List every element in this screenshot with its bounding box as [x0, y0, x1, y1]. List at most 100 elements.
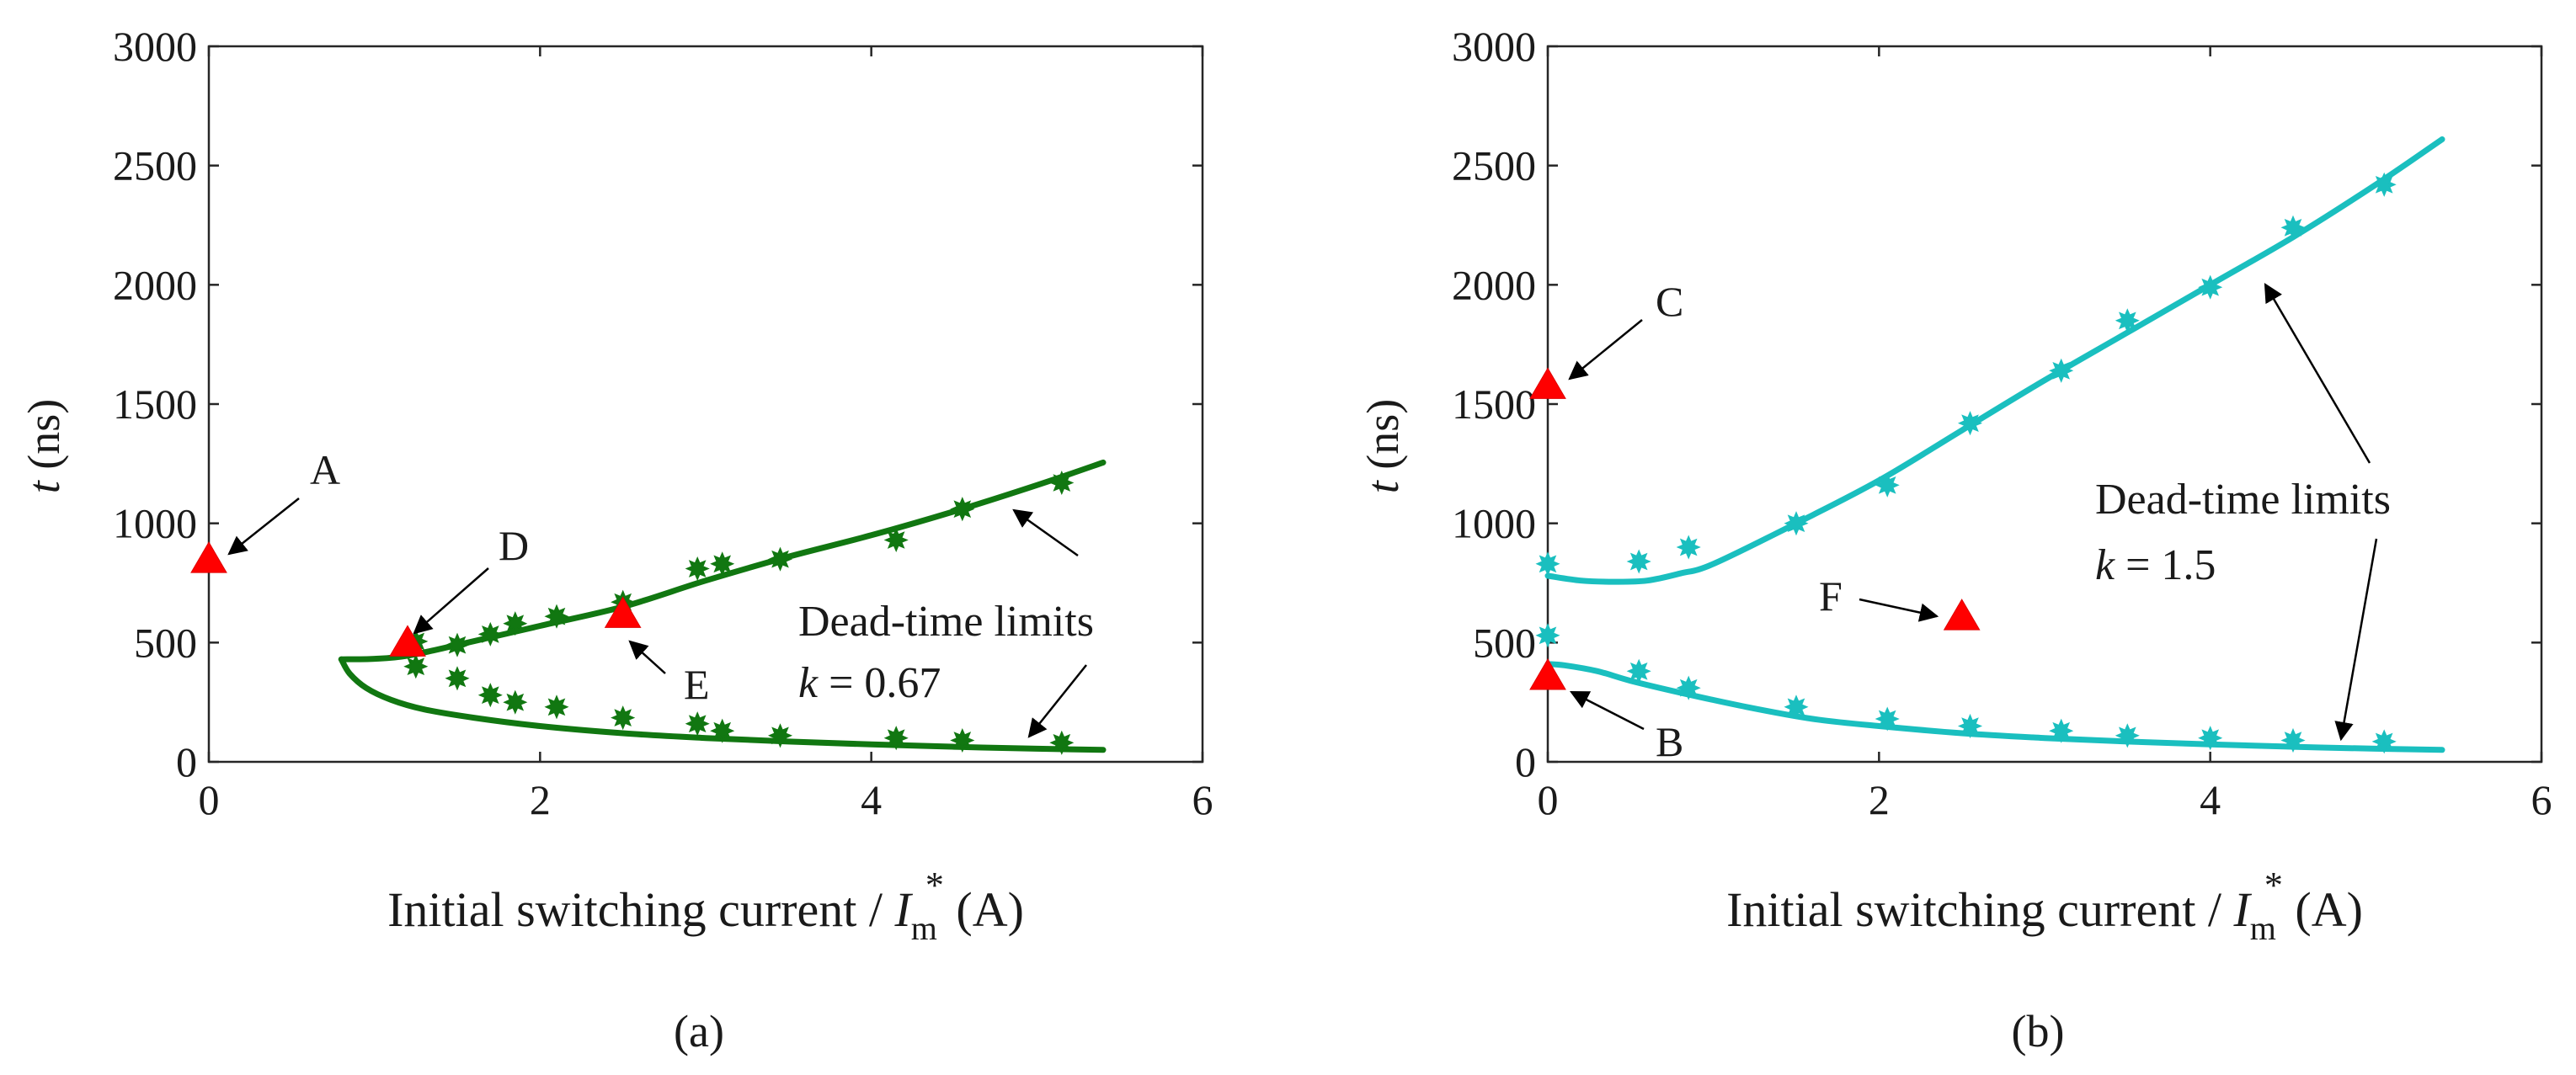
caption-a: (a) — [674, 1006, 724, 1056]
x-tick-label-a: 2 — [530, 776, 551, 823]
data-point-b-3 — [2049, 718, 2074, 743]
data-point-b-3 — [2371, 729, 2397, 754]
data-point-b-2 — [2371, 172, 2397, 197]
caption-b: (b) — [2012, 1006, 2065, 1056]
data-point-a-3 — [883, 726, 909, 751]
data-point-a-3 — [445, 666, 470, 691]
x-axis-label-b-sup: * — [2264, 865, 2283, 906]
data-point-a-2 — [883, 527, 909, 553]
x-tick-label-a: 4 — [861, 776, 882, 823]
data-point-b-2 — [1535, 551, 1560, 577]
data-point-a-3 — [503, 689, 528, 715]
plot-area-a — [207, 45, 1204, 764]
x-tick-label-a: 0 — [199, 776, 220, 823]
marker-triangle-E — [604, 596, 642, 628]
marker-label-F: F — [1819, 572, 1843, 620]
data-point-a-3 — [544, 694, 569, 720]
marker-label-A: A — [310, 446, 340, 493]
x-axis-label-a-unit: (A) — [944, 882, 1024, 937]
data-point-b-2 — [1784, 511, 1809, 536]
x-ticks-a: 0 2 4 6 — [199, 46, 1213, 823]
y-tick-label-b: 2000 — [1452, 261, 1536, 308]
x-axis-label-b-var: I — [2232, 882, 2252, 937]
data-point-b-3 — [1784, 694, 1809, 720]
x-tick-label-a: 6 — [1192, 776, 1213, 823]
x-axis-label-b-unit: (A) — [2283, 882, 2363, 937]
data-point-a-3 — [685, 711, 710, 737]
annotation-a-k: k = 0.67 — [798, 659, 941, 707]
data-point-a-3 — [950, 727, 975, 753]
y-tick-label-a: 2500 — [113, 142, 197, 189]
arrow-dtl-a-lower — [1027, 664, 1087, 738]
y-axis-label-a-unit: (ns) — [19, 399, 69, 481]
x-tick-label-b: 6 — [2531, 776, 2552, 823]
y-tick-label-b: 1000 — [1452, 500, 1536, 547]
y-axis-label-b: t (ns) — [1357, 399, 1408, 494]
data-point-a-3 — [403, 654, 429, 679]
model-line-b-0 — [1544, 136, 2445, 585]
annotation-b-k-eq: = 1.5 — [2115, 541, 2216, 589]
y-tick-label-a: 1000 — [113, 500, 197, 547]
data-point-b-2 — [2115, 308, 2140, 333]
y-axis-label-b-var: t — [1357, 479, 1408, 493]
data-point-b-2 — [2049, 358, 2074, 383]
arrow-A — [227, 498, 300, 556]
marker-label-E: E — [684, 661, 710, 708]
x-axis-label-a: Initial switching current / Im* (A) — [387, 865, 1024, 947]
y-tick-label-a: 3000 — [113, 23, 197, 70]
arrow-C — [1568, 319, 1643, 381]
x-axis-label-b-sub: m — [2250, 909, 2276, 947]
marker-triangle-F — [1943, 599, 1981, 631]
arrow-D — [413, 567, 489, 635]
markers-b — [1529, 367, 1981, 690]
y-tick-label-a: 0 — [176, 738, 197, 785]
model-lines-b — [1544, 136, 2445, 753]
y-ticks-b: 0 500 1000 1500 2000 2500 3000 — [1452, 23, 2541, 785]
annotation-a-line1: Dead-time limits — [798, 598, 1094, 646]
marker-triangle-D — [389, 625, 426, 657]
y-tick-label-b: 0 — [1515, 738, 1536, 785]
data-point-a-2 — [710, 551, 735, 577]
data-point-b-3 — [1535, 623, 1560, 648]
y-axis-label-a-var: t — [19, 479, 69, 493]
data-point-b-3 — [2280, 727, 2306, 753]
marker-label-D: D — [499, 522, 529, 569]
arrow-dtl-b-lower — [2334, 538, 2378, 742]
data-point-a-2 — [685, 556, 710, 582]
data-point-a-2 — [767, 546, 793, 572]
data-point-a-3 — [710, 718, 735, 743]
arrow-B — [1569, 690, 1645, 731]
arrow-E — [628, 640, 666, 674]
data-point-a-2 — [1049, 470, 1075, 496]
data-point-b-3 — [1676, 675, 1701, 700]
data-point-a-3 — [477, 683, 503, 708]
x-tick-label-b: 2 — [1869, 776, 1890, 823]
x-axis-label-a-var: I — [893, 882, 913, 937]
annotation-a-k-eq: = 0.67 — [818, 659, 941, 707]
marker-triangle-A — [190, 541, 227, 573]
x-tick-label-b: 0 — [1538, 776, 1559, 823]
panel-a: 0 500 1000 1500 2000 2500 3000 0 2 4 6 A D E Dead… — [19, 23, 1213, 1056]
annotation-b-line1: Dead-time limits — [2095, 476, 2391, 524]
data-point-b-3 — [2115, 723, 2140, 748]
annotation-b-k-var: k — [2095, 541, 2115, 589]
panel-b: 0 500 1000 1500 2000 2500 3000 0 2 4 6 C B F Dead… — [1357, 23, 2552, 1056]
data-point-a-3 — [611, 705, 636, 731]
x-axis-label-b: Initial switching current / Im* (A) — [1726, 865, 2363, 947]
data-point-b-3 — [2198, 726, 2223, 751]
data-point-a-2 — [544, 604, 569, 629]
data-point-a-2 — [503, 611, 528, 636]
y-tick-label-a: 2000 — [113, 261, 197, 308]
y-tick-label-a: 500 — [134, 619, 197, 666]
data-point-a-2 — [950, 497, 975, 522]
data-point-b-2 — [1957, 411, 1983, 436]
y-tick-label-b: 1500 — [1452, 381, 1536, 428]
x-ticks-b: 0 2 4 6 — [1538, 46, 2552, 823]
data-point-a-2 — [445, 632, 470, 657]
measured-points-b — [1535, 172, 2397, 754]
markers-a — [190, 541, 642, 657]
data-point-b-3 — [1875, 706, 1900, 732]
data-point-b-2 — [1676, 535, 1701, 560]
model-line-b-1 — [1544, 661, 2445, 753]
arrow-dtl-a-upper — [1012, 508, 1079, 557]
